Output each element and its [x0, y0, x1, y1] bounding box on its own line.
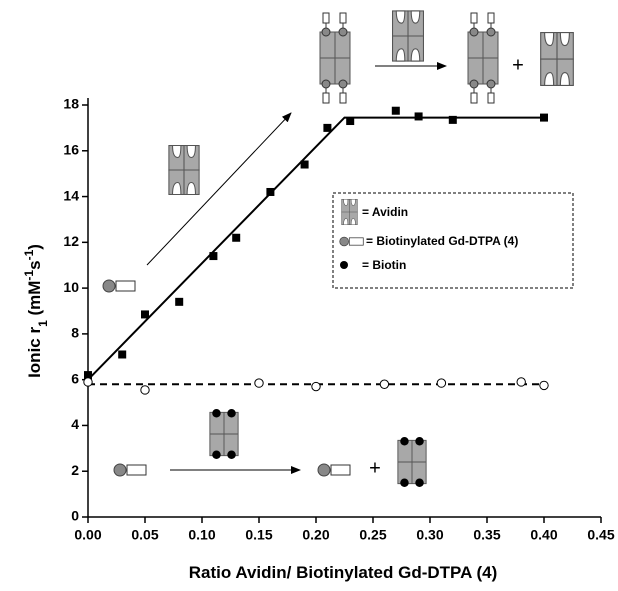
square-point: [346, 117, 355, 126]
y-title-part: (mM: [25, 281, 44, 321]
legend-icon: [340, 261, 348, 269]
y-title-part: 1: [36, 320, 50, 327]
x-tick-label: 0.20: [302, 527, 329, 543]
gd-icon: [113, 463, 147, 477]
x-tick-label: 0.45: [587, 527, 614, 543]
avidin-biotin-icon: [397, 436, 427, 488]
x-tick-label: 0.40: [530, 527, 557, 543]
y-tick-label: 10: [63, 279, 79, 295]
avidin-icon: [540, 32, 574, 86]
arrow: [146, 112, 292, 266]
circle-point: [311, 381, 321, 392]
square-point: [209, 252, 218, 261]
y-title-part: s: [25, 260, 44, 269]
y-tick-label: 0: [71, 508, 79, 524]
legend-icon: [339, 236, 364, 247]
y-title-part: -1: [22, 270, 36, 281]
y-title-part: Ionic r: [25, 327, 44, 378]
square-point: [448, 115, 457, 124]
x-axis-title: Ratio Avidin/ Biotinylated Gd-DTPA (4): [189, 563, 498, 582]
square-point: [540, 113, 548, 122]
y-tick-label: 14: [63, 187, 79, 203]
square-point: [118, 350, 127, 359]
circle-point: [140, 385, 150, 395]
x-tick-label: 0.15: [245, 527, 272, 543]
y-tick-label: 16: [63, 141, 79, 157]
y-tick-label: 18: [63, 96, 79, 112]
plus-sign: +: [369, 457, 381, 479]
circle-point: [254, 378, 264, 388]
y-tick-label: 4: [71, 416, 79, 432]
y-tick-label: 8: [71, 325, 79, 341]
x-tick-label: 0.35: [473, 527, 500, 543]
x-tick-label: 0.25: [359, 527, 386, 543]
y-title-part: -1: [22, 249, 36, 260]
complex-icon: [319, 12, 351, 104]
legend-label: = Biotinylated Gd-DTPA (4): [366, 234, 518, 248]
legend-label: = Biotin: [362, 258, 406, 272]
legend-label: = Avidin: [362, 205, 408, 219]
circle-point: [83, 377, 93, 387]
y-tick-label: 2: [71, 462, 79, 478]
square-point: [323, 123, 332, 132]
gd-icon: [317, 463, 351, 477]
square-point: [266, 187, 275, 196]
square-point: [141, 310, 149, 319]
fit-line: [87, 116, 544, 381]
square-point: [414, 112, 423, 121]
complex-icon: [467, 12, 499, 104]
circle-point: [539, 380, 549, 391]
x-tick-label: 0.05: [131, 527, 158, 543]
y-tick-label: 12: [63, 233, 79, 249]
square-point: [300, 160, 309, 169]
legend-box: [332, 192, 574, 289]
x-tick-label: 0.30: [416, 527, 443, 543]
square-point: [175, 297, 184, 306]
y-axis-title: Ionic r1 (mM-1s-1): [22, 244, 50, 378]
x-tick-label: 0.00: [74, 527, 101, 543]
avidin-icon: [392, 10, 424, 62]
gd-icon: [102, 279, 136, 293]
circle-point: [516, 377, 526, 387]
square-point: [84, 371, 92, 380]
circle-point: [436, 378, 447, 388]
y-tick-label: 6: [71, 370, 79, 386]
legend-icon: [341, 199, 358, 225]
plus-sign: +: [512, 54, 524, 76]
square-point: [232, 233, 241, 242]
x-tick-label: 0.10: [188, 527, 215, 543]
circle-point: [379, 379, 390, 389]
avidin-icon: [168, 145, 200, 195]
square-point: [391, 106, 400, 115]
y-title-part: ): [25, 244, 44, 250]
avidin-biotin-icon: [209, 408, 239, 460]
